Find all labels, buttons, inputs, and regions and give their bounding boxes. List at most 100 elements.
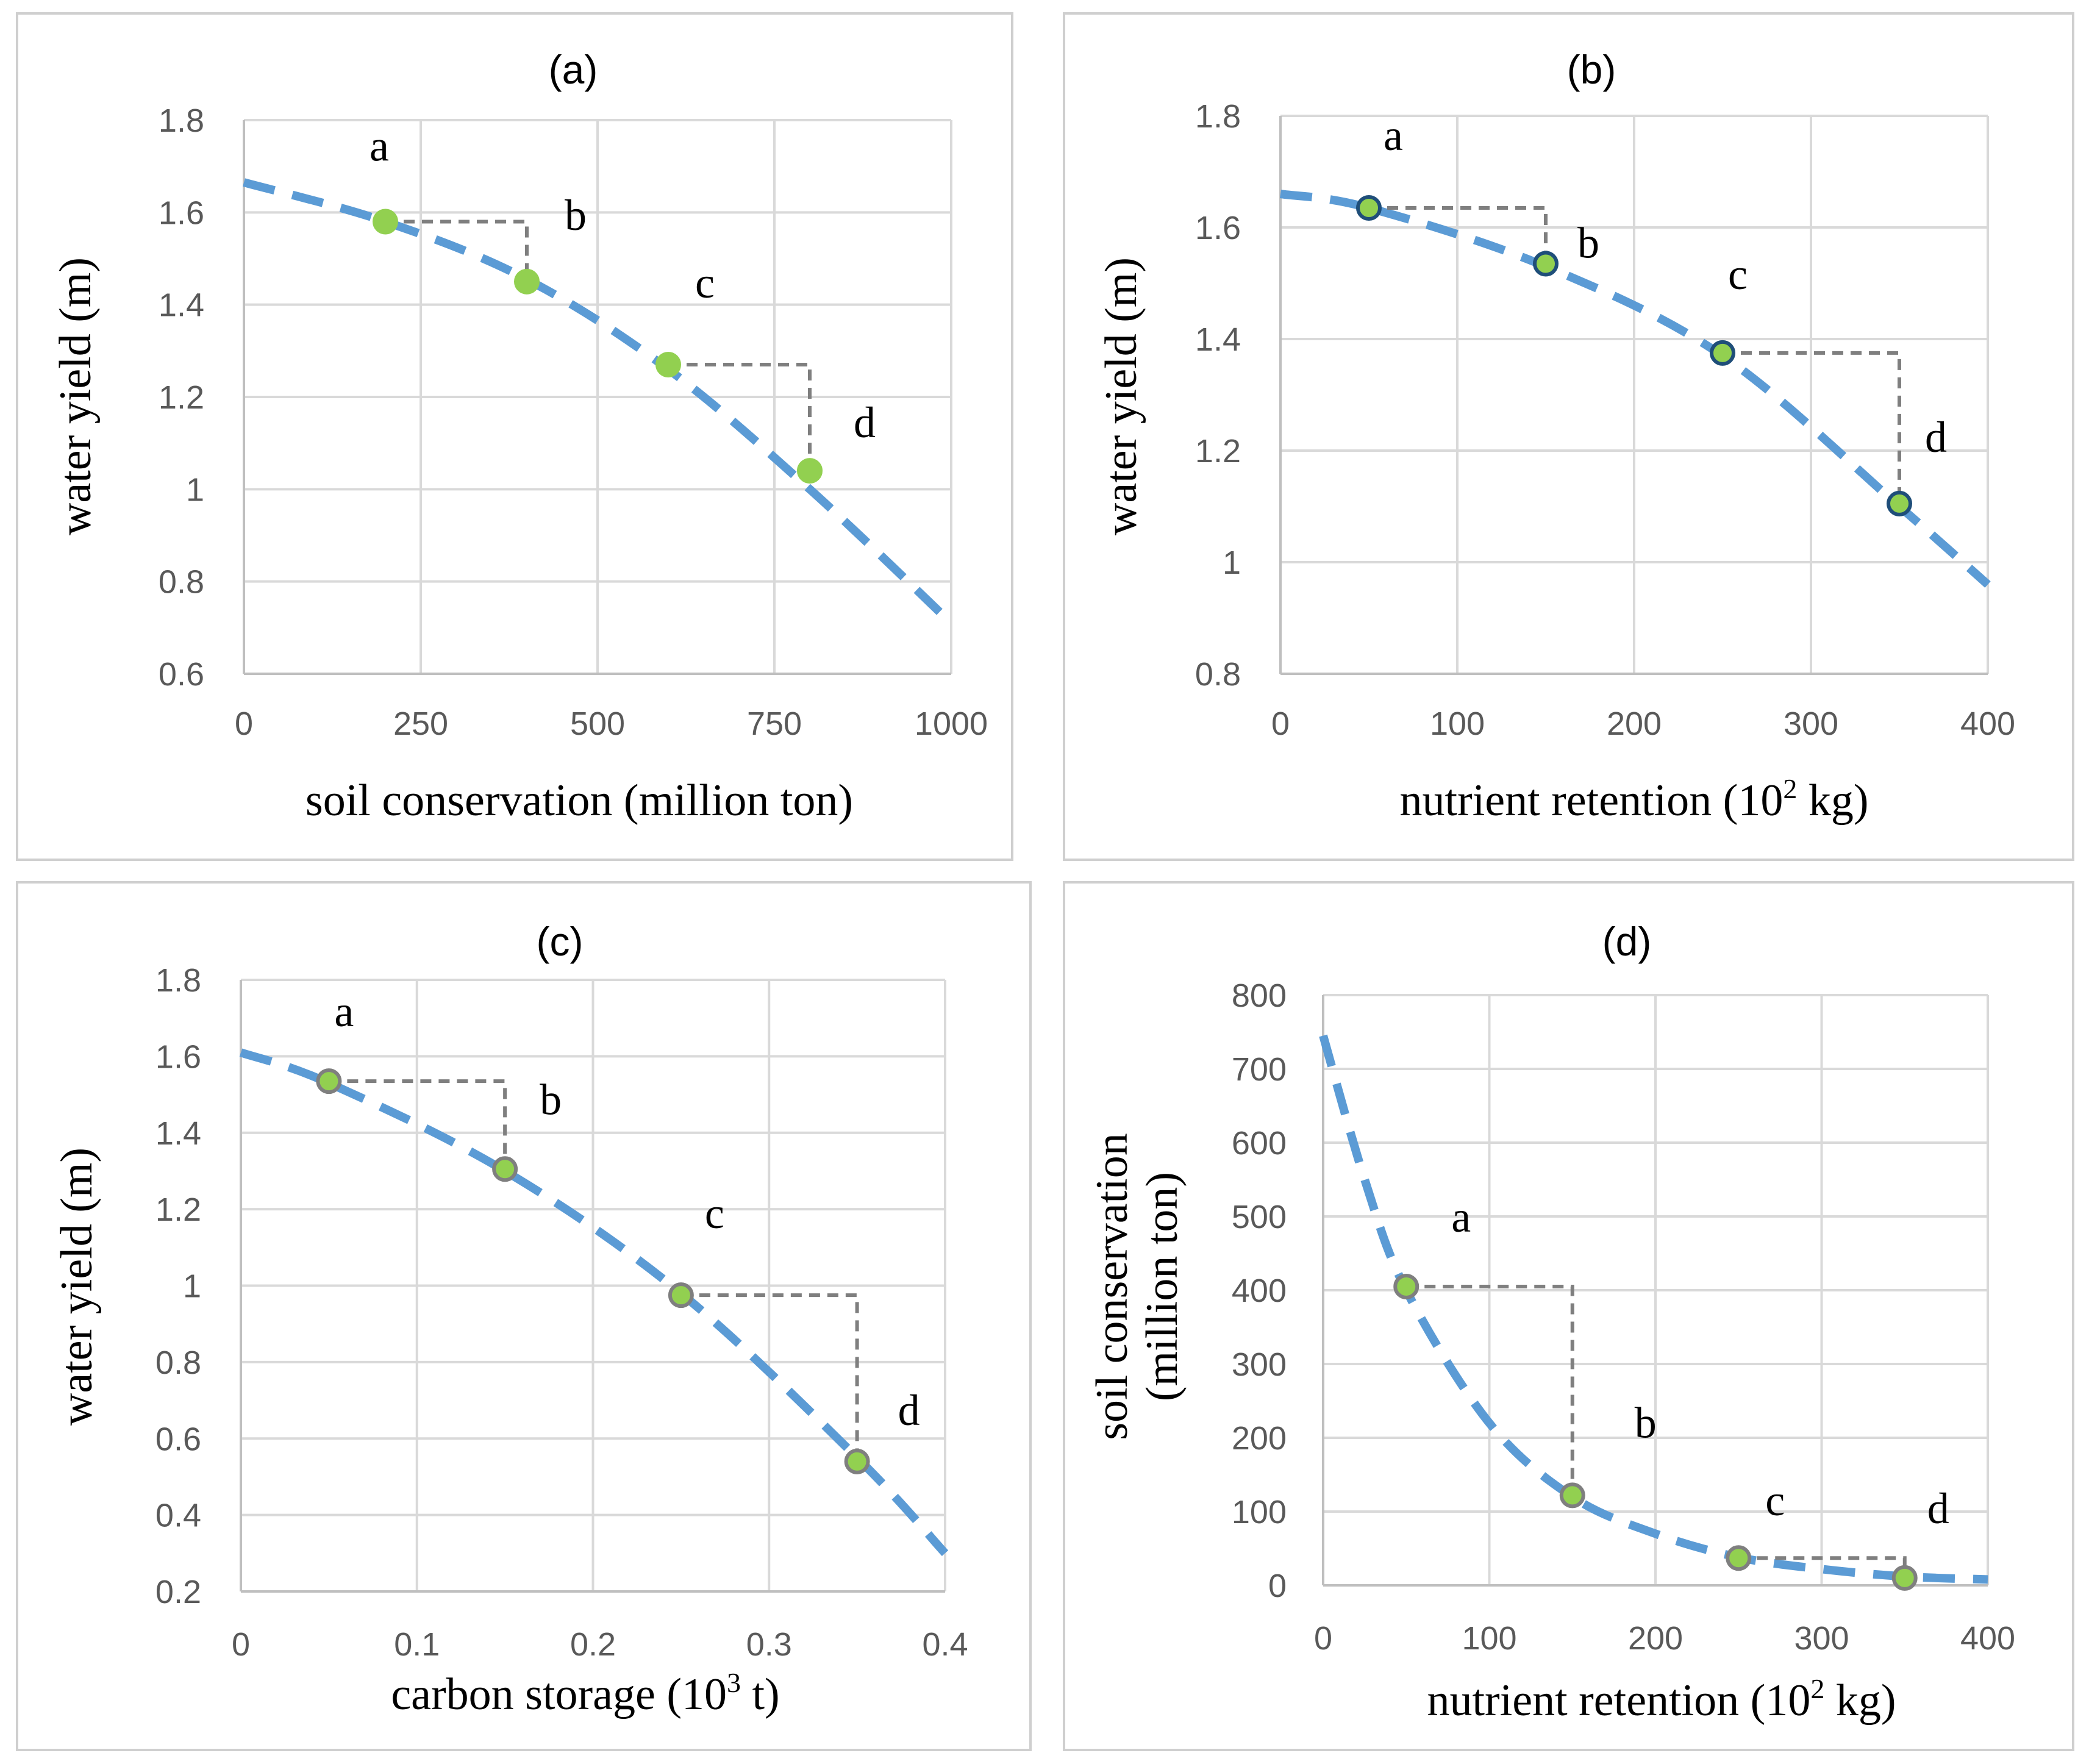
step-connector	[680, 1293, 859, 1462]
panel-title: (b)	[1567, 47, 1616, 92]
data-point-c	[1710, 340, 1735, 366]
y-tick-label: 0.8	[1195, 656, 1241, 693]
chart-panel-d: 0 100 200 300 400 500 600 700 800 0 100 200 300 400 (d…	[1063, 881, 2074, 1751]
y-tick-label: 0.6	[155, 1421, 201, 1457]
chart-panel-c: 0.2 0.4 0.6 0.8 1 1.2 1.4 1.6 1.8 0 0.1 0.2 0.3 0.4 (c…	[16, 881, 1032, 1751]
y-tick-label: 0.6	[159, 656, 204, 693]
point-label-d: d	[854, 398, 876, 447]
data-point-d	[1887, 490, 1912, 516]
y-tick-label: 1	[1223, 545, 1241, 581]
y-tick-label: 1.4	[1195, 321, 1241, 358]
y-tick-label: 0.2	[155, 1574, 201, 1610]
y-tick-label: 1.4	[155, 1115, 201, 1152]
y-tick-label: 1.2	[159, 379, 204, 416]
x-tick-label: 400	[1960, 1620, 2015, 1657]
x-tick-label: 0	[1271, 705, 1290, 742]
y-tick-label: 1.6	[155, 1038, 201, 1075]
y-tick-label: 1.4	[159, 287, 204, 324]
point-label-d: d	[1927, 1484, 1949, 1533]
y-tick-label: 500	[1232, 1199, 1287, 1235]
step-connector	[1738, 1556, 1907, 1578]
data-point-d	[1891, 1565, 1918, 1591]
y-tick-label: 1.2	[155, 1191, 201, 1228]
y-axis-label: water yield (m)	[52, 1148, 102, 1426]
y-tick-label: 1	[186, 471, 204, 508]
y-tick-label: 1.2	[1195, 433, 1241, 470]
chart-panel-a: 0.6 0.8 1 1.2 1.4 1.6 1.8 0 250 500 750 1000 (a) soil…	[16, 12, 1013, 861]
x-tick-label: 0.1	[394, 1626, 440, 1663]
y-tick-label: 0.4	[155, 1498, 201, 1534]
x-tick-label: 0	[1314, 1620, 1332, 1657]
data-point-b	[1559, 1482, 1585, 1509]
y-tick-label: 200	[1232, 1420, 1287, 1457]
y-axis-label-line2: (million ton)	[1137, 1172, 1187, 1401]
point-label-c: c	[695, 259, 715, 307]
x-tick-label: 250	[393, 705, 448, 742]
x-tick-label: 750	[747, 705, 802, 742]
step-connector	[1369, 205, 1548, 264]
panel-border	[16, 12, 1013, 861]
x-tick-label: 0.4	[922, 1626, 968, 1663]
y-axis-label: soil conservation	[1087, 1133, 1137, 1440]
x-tick-label: 100	[1462, 1620, 1516, 1657]
chart-panel-b: 0.8 1 1.2 1.4 1.6 1.8 0 100 200 300 400 (b) nutrient…	[1063, 12, 2074, 861]
y-tick-label: 400	[1232, 1273, 1287, 1309]
point-label-a: a	[370, 121, 389, 170]
x-axis-label: nutrient retention (102 kg)	[1400, 773, 1869, 826]
point-label-d: d	[1925, 413, 1947, 462]
x-tick-label: 0.3	[746, 1626, 792, 1663]
data-point-d	[797, 458, 823, 484]
point-label-c: c	[1728, 250, 1748, 299]
x-tick-label: 300	[1794, 1620, 1849, 1657]
y-tick-label: 800	[1232, 977, 1287, 1014]
step-connector	[1406, 1284, 1574, 1496]
y-tick-label: 300	[1232, 1346, 1287, 1383]
point-label-a: a	[1384, 111, 1403, 160]
point-label-d: d	[898, 1386, 920, 1435]
point-label-b: b	[540, 1075, 562, 1124]
y-tick-label: 0	[1268, 1568, 1287, 1604]
point-label-b: b	[1635, 1398, 1657, 1447]
y-tick-label: 0.8	[155, 1344, 201, 1381]
x-tick-label: 100	[1430, 705, 1485, 742]
data-point-d	[844, 1448, 870, 1474]
y-tick-label: 1.6	[159, 195, 204, 231]
step-connector	[1723, 351, 1901, 504]
y-tick-label: 0.8	[159, 564, 204, 601]
panel-border	[1063, 881, 2074, 1751]
y-tick-label: 600	[1232, 1125, 1287, 1162]
data-point-c	[1726, 1545, 1752, 1571]
point-label-b: b	[565, 191, 587, 240]
x-tick-label: 200	[1628, 1620, 1683, 1657]
y-tick-label: 1	[183, 1268, 201, 1305]
point-label-c: c	[1765, 1476, 1785, 1525]
panel-border	[16, 881, 1032, 1751]
x-axis-label: nutrient retention (102 kg)	[1427, 1673, 1896, 1726]
x-tick-label: 400	[1960, 705, 2015, 742]
x-axis-label: soil conservation (million ton)	[305, 776, 853, 826]
trend-curve	[239, 1048, 949, 1557]
panel-border	[1063, 12, 2074, 861]
data-point-a	[316, 1068, 342, 1094]
panel-title: (d)	[1602, 919, 1652, 964]
data-point-c	[655, 352, 681, 378]
y-tick-label: 700	[1232, 1051, 1287, 1088]
point-label-c: c	[705, 1189, 724, 1238]
y-tick-label: 1.8	[155, 962, 201, 999]
y-tick-label: 1.6	[1195, 210, 1241, 246]
step-connector	[668, 363, 812, 471]
trend-curve	[243, 178, 954, 626]
x-tick-label: 0	[232, 1626, 250, 1663]
data-point-c	[668, 1282, 694, 1309]
data-point-b	[492, 1156, 518, 1182]
y-axis-label: water yield (m)	[1096, 257, 1146, 535]
x-tick-label: 300	[1784, 705, 1838, 742]
data-point-a	[1356, 195, 1382, 221]
y-tick-label: 1.8	[159, 102, 204, 139]
data-point-a	[373, 209, 398, 235]
x-tick-label: 1000	[915, 705, 988, 742]
y-axis-label: water yield (m)	[51, 257, 101, 535]
panel-title: (c)	[537, 919, 584, 964]
x-tick-label: 0.2	[570, 1626, 616, 1663]
